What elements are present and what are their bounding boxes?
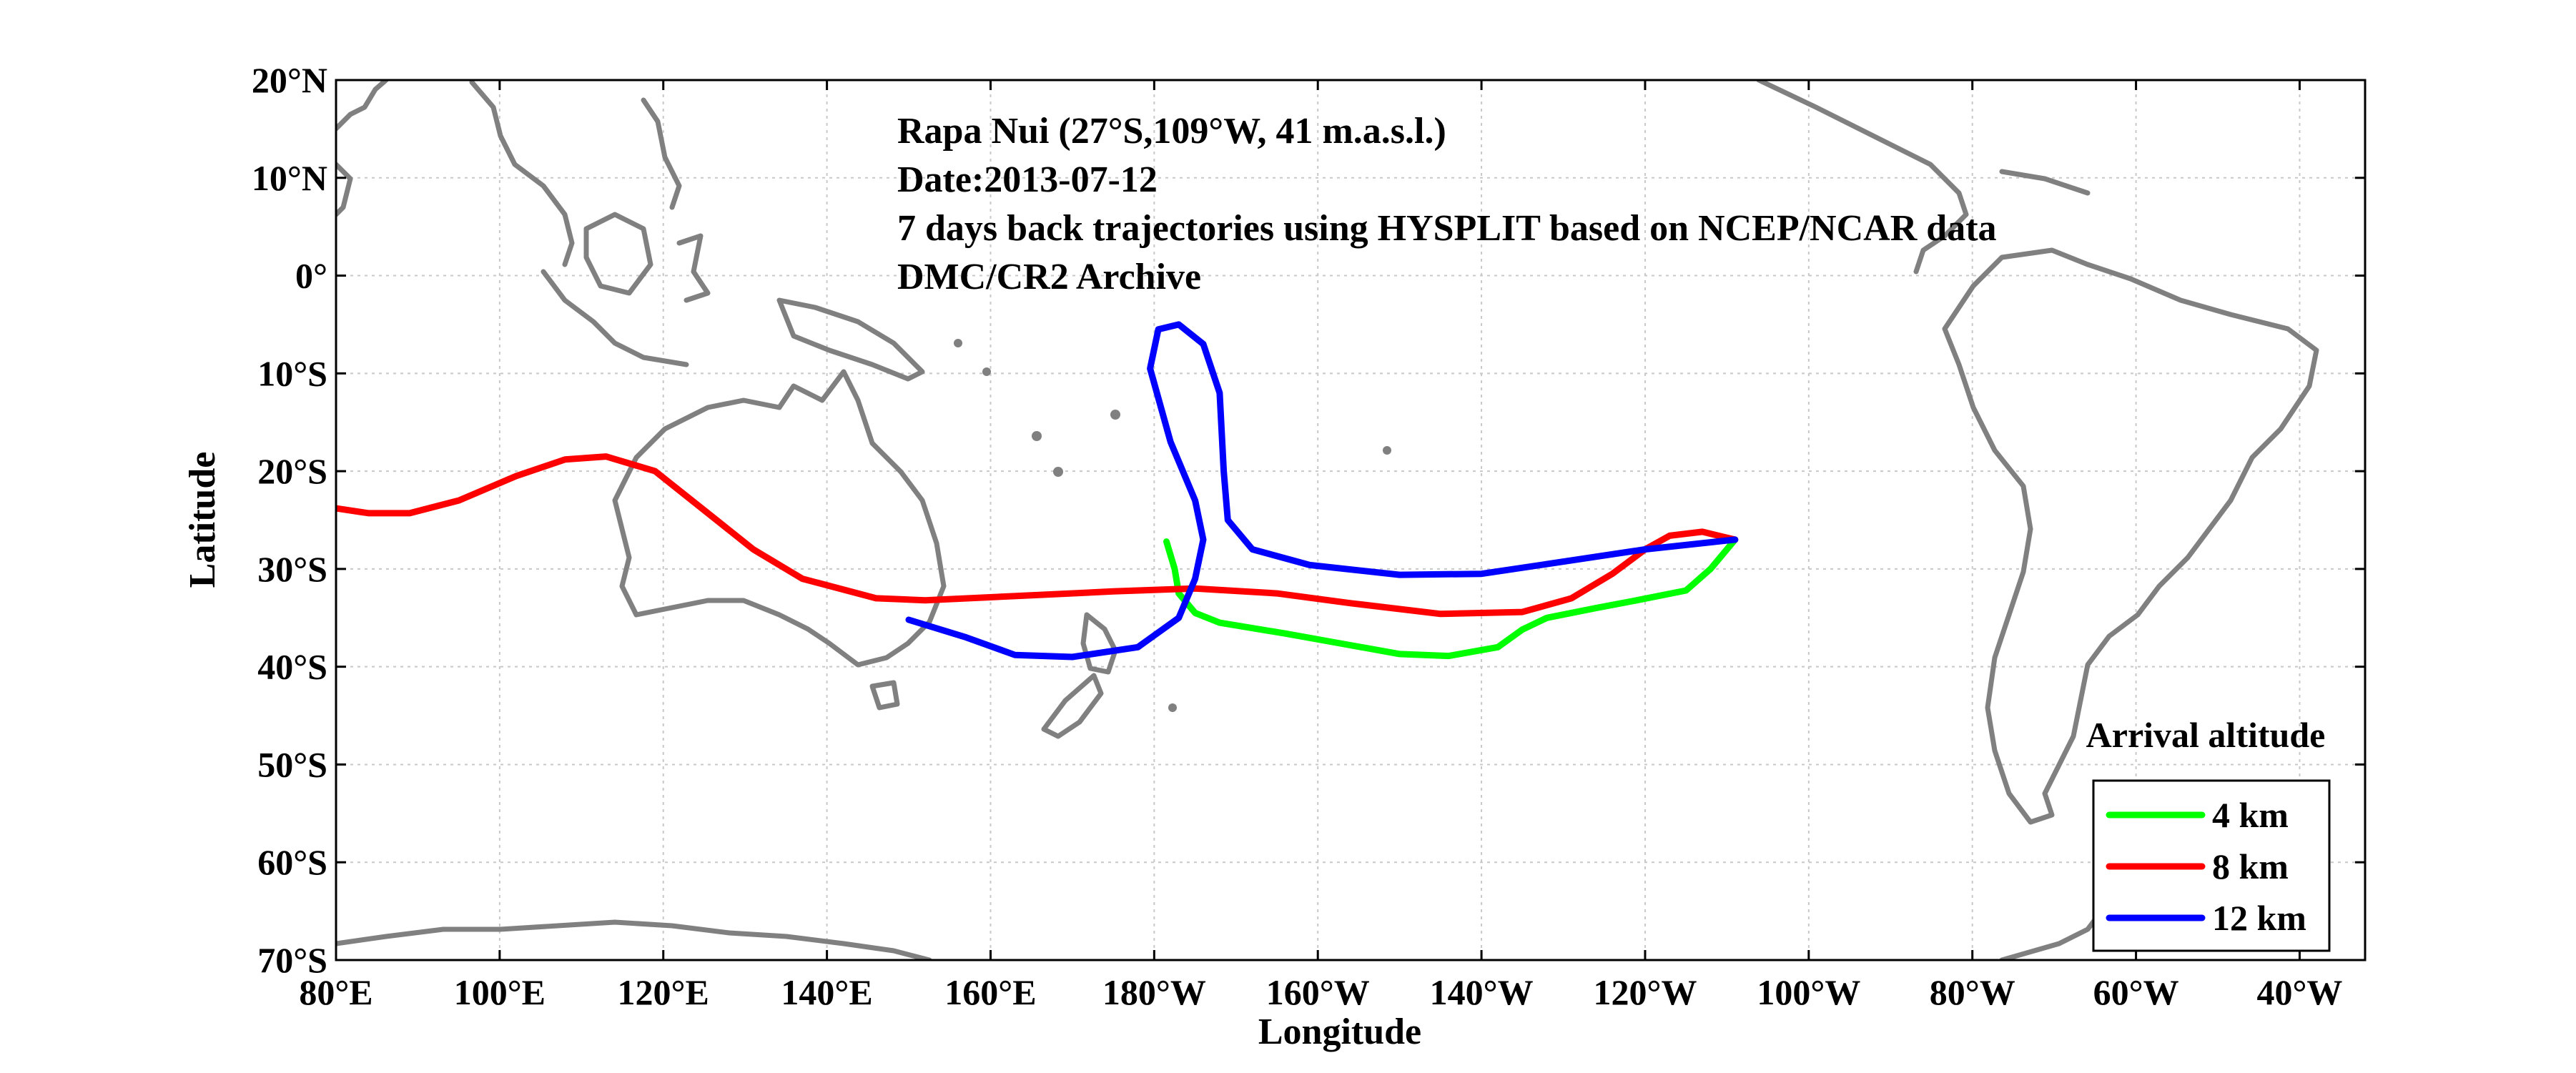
x-tick-label: 60°W — [2093, 972, 2179, 1012]
legend: 4 km 8 km 12 km — [2092, 779, 2331, 952]
annotation-archive: DMC/CR2 Archive — [897, 257, 1201, 297]
island-3 — [1110, 410, 1120, 420]
coast-caribbean — [1999, 169, 2091, 196]
island-1 — [1032, 431, 1042, 441]
coast-tasmania — [869, 680, 900, 711]
coast-nz-north — [1080, 612, 1118, 675]
tick-labels: 80°E 100°E 120°E 140°E 160°E 180°W 160°W 140°W 1… — [252, 60, 2343, 1012]
axes-frame — [335, 79, 2367, 961]
y-tick-label: 20°N — [252, 60, 327, 100]
x-tick-label: 80°W — [1930, 972, 2015, 1012]
coast-borneo — [583, 212, 653, 296]
x-tick-label: 100°E — [454, 972, 546, 1012]
x-tick-label: 120°W — [1593, 972, 1697, 1012]
annotation-station: Rapa Nui (27°S,109°W, 41 m.a.s.l.) — [897, 111, 1446, 152]
island-4 — [1383, 446, 1391, 455]
x-axis-label: Longitude — [1258, 1012, 1421, 1052]
x-tick-label: 40°W — [2256, 972, 2342, 1012]
trajectory-12-km — [905, 321, 1739, 661]
axis-ticks — [335, 79, 2365, 961]
x-tick-label: 160°W — [1266, 972, 1370, 1012]
island-6 — [954, 339, 962, 347]
x-tick-label: 180°W — [1102, 972, 1206, 1012]
y-axis-label: Latitude — [182, 452, 223, 588]
x-tick-label: 100°W — [1757, 972, 1860, 1012]
coastlines — [336, 80, 2319, 960]
coast-antarctica-left — [336, 919, 932, 960]
y-tick-label: 10°S — [257, 353, 327, 393]
y-tick-label: 30°S — [257, 549, 327, 589]
x-tick-label: 140°W — [1430, 972, 1534, 1012]
x-tick-label: 140°E — [781, 972, 872, 1012]
coast-philippines — [641, 97, 682, 210]
coast-west-left — [336, 162, 353, 217]
x-tick-label: 160°E — [944, 972, 1036, 1012]
coast-australia — [612, 369, 947, 668]
y-tick-label: 20°S — [257, 451, 327, 491]
annotation-block: Rapa Nui (27°S,109°W, 41 m.a.s.l.) Date:… — [897, 111, 1997, 297]
y-tick-label: 0° — [295, 256, 327, 296]
annotation-method: 7 days back trajectories using HYSPLIT b… — [897, 208, 1997, 249]
x-tick-label: 80°E — [299, 972, 372, 1012]
coast-south-america — [1942, 247, 2319, 825]
y-tick-label: 60°S — [257, 842, 327, 882]
legend-title: Arrival altitude — [2086, 715, 2326, 755]
x-tick-label: 120°E — [618, 972, 709, 1012]
legend-label: 4 km — [2212, 795, 2289, 835]
coast-new-guinea — [776, 297, 925, 382]
trajectory-4-km — [1163, 536, 1739, 660]
coast-indochina — [469, 80, 575, 267]
coast-indonesia-west — [541, 269, 689, 367]
legend-label: 12 km — [2212, 898, 2306, 938]
island-2 — [1053, 467, 1063, 477]
trajectory-lines — [336, 321, 1739, 661]
trajectory-8-km — [336, 453, 1739, 618]
coast-north-america — [1756, 80, 1969, 275]
coast-nz-south — [1041, 673, 1104, 739]
y-tick-label: 10°N — [252, 158, 327, 198]
legend-label: 8 km — [2212, 846, 2289, 886]
y-tick-label: 50°S — [257, 744, 327, 784]
island-7 — [982, 367, 991, 376]
coast-sulawesi — [676, 233, 711, 303]
coast-asia — [336, 80, 389, 132]
island-5 — [1168, 703, 1177, 712]
annotation-date: Date:2013-07-12 — [897, 159, 1158, 200]
y-tick-label: 70°S — [257, 940, 327, 980]
y-tick-label: 40°S — [257, 647, 327, 687]
